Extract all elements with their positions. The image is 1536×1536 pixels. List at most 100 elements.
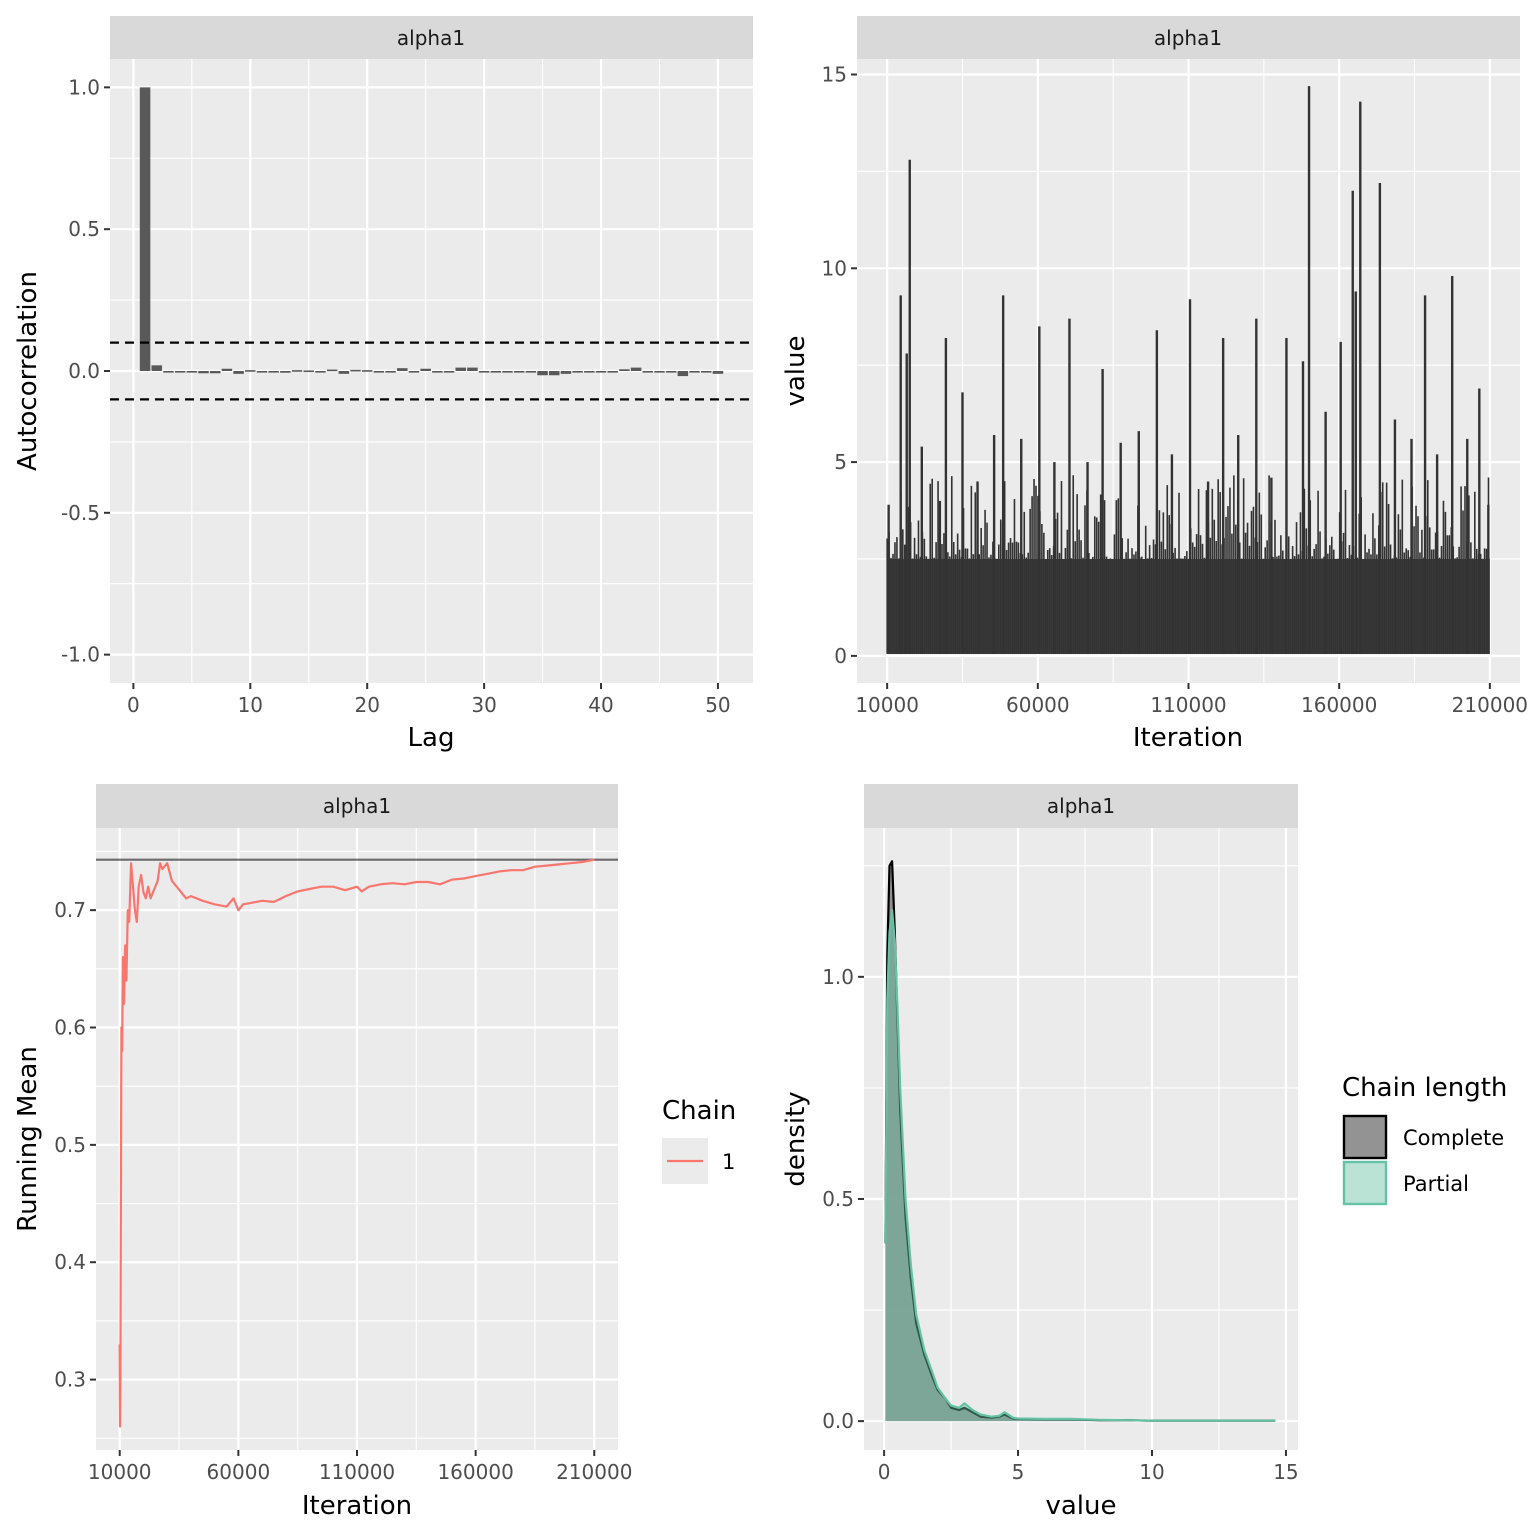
acf-bar-lag-47 (677, 371, 689, 377)
acf-xtick-label: 20 (354, 693, 379, 717)
trace-xtick-label: 210000 (1452, 693, 1528, 717)
running-mean-ytick-label: 0.4 (54, 1250, 86, 1274)
density-xtick-label: 0 (878, 1460, 891, 1484)
acf-bar-lag-46 (665, 371, 677, 373)
acf-bar-lag-2 (151, 365, 163, 371)
acf-bar-lag-32 (502, 371, 513, 373)
running-mean-xtick-label: 210000 (556, 1460, 632, 1484)
acf-bar-lag-5 (186, 371, 198, 373)
acf-ytick-label: -0.5 (61, 501, 100, 525)
running-mean-xtick-label: 60000 (207, 1460, 271, 1484)
acf-bar-lag-11 (256, 371, 268, 373)
trace-xtick-label: 110000 (1150, 693, 1226, 717)
trace-ytick-label: 10 (822, 256, 847, 280)
running-mean-ylabel: Running Mean (13, 1046, 43, 1232)
acf-bar-lag-26 (432, 371, 443, 373)
trace-xtick-label: 60000 (1006, 693, 1070, 717)
acf-strip-label: alpha1 (397, 26, 465, 50)
acf-bar-lag-37 (560, 371, 572, 374)
running-mean-xtick-label: 160000 (437, 1460, 513, 1484)
acf-bar-lag-35 (537, 371, 548, 376)
trace-xlabel: Iteration (1133, 723, 1243, 753)
acf-bar-lag-44 (642, 371, 654, 373)
acf-bar-lag-45 (654, 371, 665, 373)
acf-xtick-label: 40 (588, 693, 613, 717)
acf-bar-lag-23 (397, 368, 408, 371)
running-mean-series-line (118, 858, 595, 1428)
density-xtick-label: 15 (1273, 1460, 1298, 1484)
acf-bar-lag-15 (303, 370, 315, 373)
acf-bar-lag-20 (361, 370, 373, 372)
acf-bar-lag-9 (233, 371, 244, 374)
acf-bar-lag-3 (163, 371, 174, 373)
acf-bar-lag-34 (525, 371, 537, 373)
density-ytick-label: 1.0 (822, 965, 854, 989)
density-strip (864, 784, 1298, 828)
trace-ytick-label: 5 (834, 450, 847, 474)
acf-bar-lag-25 (420, 368, 431, 371)
acf-bar-lag-50 (712, 371, 724, 374)
chain-legend-title: Chain (662, 1096, 736, 1126)
legend-key-complete (1342, 1114, 1388, 1160)
trace-strip (857, 16, 1520, 59)
chain-length-legend: Chain length Complete Partial (1342, 1073, 1507, 1206)
density-xtick-label: 10 (1139, 1460, 1164, 1484)
density-ytick-label: 0.5 (822, 1187, 854, 1211)
acf-bar-lag-40 (595, 371, 607, 373)
acf-panel: alpha1 0 10 20 30 40 50-1.0-0.50.00.51.0 Lag … (13, 16, 753, 753)
running-mean-strip (96, 784, 618, 828)
acf-bar-lag-43 (630, 367, 642, 371)
acf-bar-lag-19 (350, 369, 361, 372)
acf-ytick-label: -1.0 (61, 643, 100, 667)
running-mean-xtick-label: 10000 (88, 1460, 152, 1484)
trace-strip-label: alpha1 (1154, 26, 1222, 50)
density-panel: alpha1 0 5 10 15 0.0 0.5 1.0 value density Cha… (781, 784, 1507, 1521)
acf-ytick-label: 0.0 (68, 359, 100, 383)
density-xtick-label: 5 (1012, 1460, 1025, 1484)
acf-bar-lag-28 (455, 367, 466, 371)
acf-bar-lag-13 (280, 371, 291, 373)
acf-ylabel: Autocorrelation (13, 271, 43, 471)
trace-ylabel: value (781, 335, 811, 406)
acf-bar-lag-48 (689, 371, 700, 373)
running-mean-ytick-label: 0.5 (54, 1133, 86, 1157)
acf-bar-lag-38 (572, 371, 583, 373)
acf-bar-lag-6 (198, 371, 209, 374)
acf-bar-lag-7 (209, 371, 221, 374)
acf-bar-lag-8 (221, 368, 233, 371)
density-plot-bg (864, 828, 1298, 1450)
acf-bar-lag-22 (385, 371, 396, 373)
acf-bar-lag-41 (607, 371, 618, 373)
acf-bar-lag-31 (490, 371, 502, 373)
chain-legend-item-label: 1 (722, 1150, 735, 1174)
acf-bar-lag-27 (443, 371, 455, 373)
running-mean-panel: alpha1 10000 60000 110000 160000 210000 0.3 0.… (13, 784, 736, 1521)
acf-strip (110, 16, 753, 59)
acf-bar-lag-49 (700, 371, 712, 373)
acf-bar-lag-10 (245, 370, 256, 372)
chain-legend: Chain 1 (662, 1096, 736, 1184)
trace-ytick-label: 0 (834, 644, 847, 668)
density-xlabel: value (1045, 1491, 1116, 1521)
legend-key-partial (1342, 1160, 1388, 1206)
acf-xtick-label: 0 (127, 693, 140, 717)
acf-bar-lag-17 (326, 369, 338, 372)
legend-label-partial: Partial (1403, 1172, 1469, 1196)
running-mean-ytick-label: 0.6 (54, 1016, 86, 1040)
acf-xtick-label: 10 (238, 693, 263, 717)
acf-bar-lag-18 (338, 371, 350, 374)
acf-bar-lag-33 (513, 371, 525, 373)
chain-length-legend-title: Chain length (1342, 1073, 1507, 1103)
trace-xtick-label: 160000 (1301, 693, 1377, 717)
acf-bar-lag-30 (478, 371, 490, 373)
density-strip-label: alpha1 (1047, 794, 1115, 818)
acf-bar-lag-14 (291, 370, 303, 372)
density-ytick-label: 0.0 (822, 1409, 854, 1433)
acf-xlabel: Lag (408, 723, 455, 753)
acf-xtick-label: 50 (705, 693, 730, 717)
trace-xtick-label: 10000 (855, 693, 919, 717)
acf-bar-lag-39 (584, 371, 595, 373)
density-area-complete (885, 861, 1276, 1422)
acf-bar-lag-16 (315, 371, 326, 373)
